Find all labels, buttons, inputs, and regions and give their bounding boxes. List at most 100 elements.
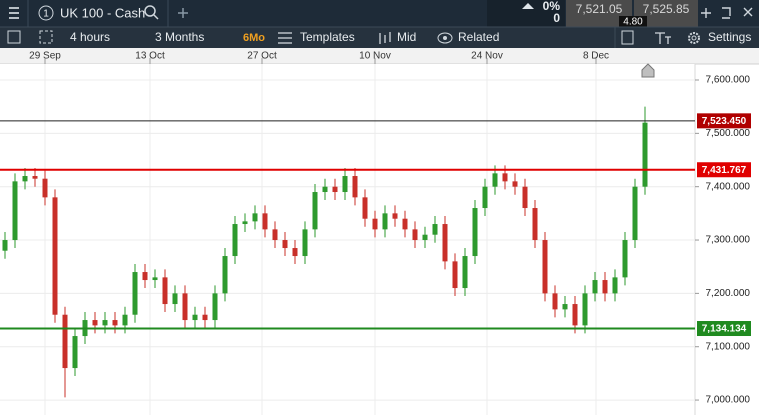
candle-body — [452, 261, 458, 289]
panel-icon[interactable] — [7, 30, 21, 44]
candle-body — [592, 280, 598, 294]
y-tick-label: 7,100.000 — [706, 341, 751, 352]
candle-body — [462, 256, 468, 289]
candle-body — [582, 293, 588, 326]
candle-body — [12, 181, 18, 241]
change-percent: 0% — [543, 0, 561, 13]
change-arrow — [522, 3, 534, 9]
candle-body — [512, 181, 518, 187]
change-panel — [487, 0, 565, 27]
buy-price[interactable]: 7,525.85 — [643, 2, 690, 16]
menu-icon[interactable] — [9, 7, 19, 19]
candle-body — [372, 218, 378, 230]
y-tick-label: 7,400.000 — [706, 181, 751, 192]
price-label: 7,431.767 — [702, 165, 747, 176]
y-tick-label: 7,200.000 — [706, 288, 751, 299]
candle-body — [92, 320, 98, 326]
candle-body — [412, 229, 418, 241]
candles-icon[interactable] — [379, 32, 391, 44]
scroll-to-latest[interactable] — [641, 63, 655, 78]
candle-body — [292, 248, 298, 257]
candle-body — [642, 122, 648, 187]
candle-body — [492, 173, 498, 187]
buy-button-lower[interactable] — [647, 16, 698, 27]
range[interactable]: 3 Months — [155, 30, 204, 44]
candle-body — [72, 336, 78, 369]
chart: 29 Sep 13 Oct 27 Oct 10 Nov 24 Nov 8 Dec 7,600… — [0, 51, 751, 415]
x-tick-label: 24 Nov — [471, 51, 503, 62]
candle-body — [632, 186, 638, 241]
window-icons[interactable] — [701, 7, 753, 19]
instrument-name[interactable]: UK 100 - Cash — [60, 5, 145, 20]
candle-body — [122, 314, 128, 326]
price-label-box — [697, 113, 751, 129]
candle-body — [192, 314, 198, 321]
layout-icon[interactable] — [39, 30, 53, 44]
candle-body — [472, 208, 478, 257]
candle-body — [442, 224, 448, 262]
y-tick-label: 7,300.000 — [706, 235, 751, 246]
candle-body — [222, 256, 228, 294]
candle-body — [522, 186, 528, 209]
y-tick-label: 7,000.000 — [706, 395, 751, 406]
candle-body — [382, 213, 388, 230]
instrument-number-badge — [38, 5, 54, 21]
search-icon[interactable] — [144, 5, 159, 20]
plot-area — [0, 64, 695, 415]
candle-body — [432, 224, 438, 235]
candle-body — [62, 314, 68, 369]
candle-body — [612, 277, 618, 294]
candle-body — [272, 229, 278, 241]
candle-body — [132, 272, 138, 315]
price-label-box — [697, 162, 751, 178]
candle-body — [602, 280, 608, 294]
y-tick-label: 7,500.000 — [706, 128, 751, 139]
candle-body — [42, 178, 48, 198]
x-tick-label: 13 Oct — [135, 51, 165, 62]
notes-icon[interactable] — [621, 30, 634, 45]
candle-body — [422, 234, 428, 241]
candle-body — [52, 197, 58, 315]
candle-body — [152, 277, 158, 281]
x-tick-label: 29 Sep — [29, 51, 61, 62]
spread-badge — [619, 16, 647, 28]
candle-body — [112, 320, 118, 326]
interval[interactable]: 4 hours — [70, 30, 110, 44]
candle-body — [392, 213, 398, 219]
x-tick-label: 10 Nov — [359, 51, 391, 62]
range-badge[interactable]: 6Mo — [243, 32, 265, 44]
candle-body — [2, 240, 8, 251]
buy-button[interactable] — [634, 0, 698, 16]
text-size-icon[interactable] — [655, 32, 671, 44]
candle-body — [562, 304, 568, 310]
spread: 4.80 — [623, 17, 643, 28]
candle-body — [162, 277, 168, 305]
settings-icon[interactable] — [688, 32, 700, 44]
candle-body — [322, 186, 328, 193]
templates[interactable]: Templates — [300, 30, 355, 44]
sell-price[interactable]: 7,521.05 — [576, 2, 623, 16]
x-tick-label: 27 Oct — [247, 51, 277, 62]
price-mode[interactable]: Mid — [397, 30, 416, 44]
candle-body — [622, 240, 628, 278]
candle-body — [102, 320, 108, 326]
date-axis — [0, 48, 759, 64]
templates-icon[interactable] — [278, 32, 292, 44]
x-tick-label: 8 Dec — [583, 51, 609, 62]
related[interactable]: Related — [458, 30, 499, 44]
candle-body — [32, 176, 38, 179]
candle-body — [542, 240, 548, 294]
candle-body — [342, 176, 348, 193]
candle-body — [252, 213, 258, 222]
candle-body — [172, 293, 178, 305]
candle-body — [332, 186, 338, 193]
related-icon[interactable] — [437, 32, 453, 44]
candle-body — [352, 176, 358, 198]
candle-body — [402, 218, 408, 230]
candle-body — [22, 176, 28, 182]
settings[interactable]: Settings — [708, 30, 751, 44]
price-label-box — [697, 321, 751, 337]
add-tab[interactable] — [178, 8, 188, 18]
